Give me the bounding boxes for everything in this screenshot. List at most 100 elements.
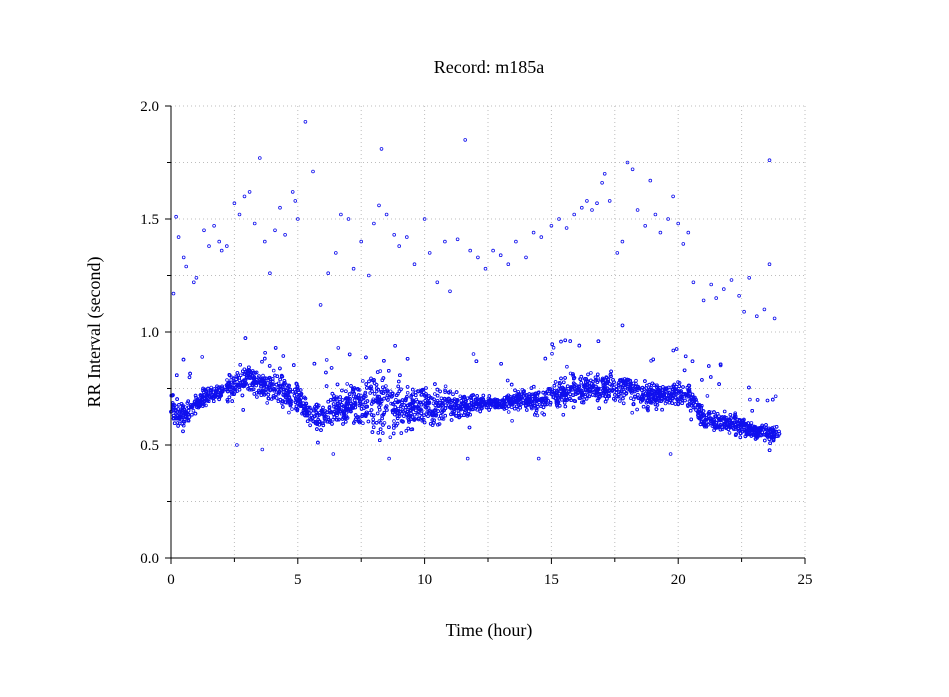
data-point <box>345 416 350 420</box>
data-point <box>561 380 566 385</box>
data-point <box>398 373 402 378</box>
data-point <box>405 385 410 389</box>
data-point <box>193 393 198 398</box>
data-point <box>177 402 181 407</box>
data-point <box>485 403 489 408</box>
data-point <box>400 398 405 402</box>
data-point <box>358 419 363 424</box>
data-point <box>630 410 634 415</box>
data-point <box>191 408 196 413</box>
data-point <box>506 410 511 414</box>
data-point <box>618 399 622 403</box>
data-points <box>169 120 782 461</box>
data-point <box>268 388 272 393</box>
data-point <box>175 397 179 401</box>
data-point <box>644 400 649 405</box>
data-point <box>345 382 350 386</box>
data-point <box>548 402 552 407</box>
data-point <box>765 398 770 403</box>
data-point <box>681 385 685 389</box>
data-point <box>372 392 377 396</box>
data-point <box>512 394 516 398</box>
data-point <box>680 401 684 406</box>
data-point <box>622 389 626 394</box>
data-point <box>321 405 325 410</box>
data-point <box>307 405 312 410</box>
data-point <box>393 343 397 348</box>
data-point <box>480 406 484 411</box>
data-point <box>226 399 230 404</box>
data-point <box>319 428 323 432</box>
data-point <box>733 412 737 417</box>
data-point <box>640 392 645 397</box>
data-point <box>260 359 264 364</box>
data-point <box>230 399 235 403</box>
data-point <box>371 417 376 422</box>
data-point <box>308 423 312 428</box>
data-point <box>397 414 402 418</box>
data-point <box>717 382 721 386</box>
data-point <box>377 394 381 399</box>
data-point <box>389 401 393 406</box>
data-point <box>435 387 440 392</box>
data-point <box>392 423 396 428</box>
data-point <box>712 428 716 432</box>
data-point <box>671 348 676 353</box>
data-point <box>384 384 388 388</box>
data-point <box>265 401 270 405</box>
data-point <box>324 358 329 362</box>
data-point <box>344 389 348 394</box>
data-point <box>271 394 276 398</box>
data-point <box>649 386 653 390</box>
data-point <box>420 392 424 397</box>
data-point <box>597 406 601 411</box>
data-point <box>413 390 418 395</box>
data-point <box>385 389 390 394</box>
data-point <box>187 375 192 380</box>
data-point <box>705 394 710 398</box>
data-point <box>645 399 649 403</box>
data-point <box>338 395 343 399</box>
data-point <box>171 413 176 418</box>
data-point <box>773 394 778 399</box>
data-point <box>550 391 554 396</box>
data-point <box>440 410 444 415</box>
data-point <box>704 424 709 429</box>
data-point <box>390 391 395 396</box>
data-point <box>246 386 250 391</box>
data-point <box>269 387 273 392</box>
data-point <box>609 369 613 374</box>
data-point <box>620 323 625 328</box>
data-point <box>557 394 562 399</box>
data-point <box>238 362 243 367</box>
data-point <box>553 380 558 384</box>
data-point <box>367 410 372 415</box>
data-point <box>253 371 258 375</box>
data-point <box>287 383 291 388</box>
data-point <box>225 389 230 394</box>
data-point <box>336 417 341 422</box>
data-point <box>677 381 682 385</box>
data-point <box>378 427 383 432</box>
data-point <box>271 368 276 373</box>
data-point <box>186 399 191 404</box>
data-point <box>655 403 660 407</box>
data-point <box>749 421 754 425</box>
data-point <box>542 412 546 417</box>
data-point <box>568 339 572 343</box>
data-point <box>328 398 333 402</box>
data-point <box>250 387 254 392</box>
data-point <box>685 403 690 407</box>
data-point <box>546 398 550 403</box>
data-point <box>718 362 723 367</box>
data-point <box>740 418 745 423</box>
data-point <box>654 407 659 411</box>
data-point <box>591 385 596 389</box>
data-point <box>375 411 380 416</box>
data-point <box>309 417 313 422</box>
data-point <box>274 396 279 400</box>
data-point <box>568 392 572 397</box>
data-point <box>237 387 242 392</box>
data-point <box>683 398 687 403</box>
data-point <box>394 423 398 428</box>
